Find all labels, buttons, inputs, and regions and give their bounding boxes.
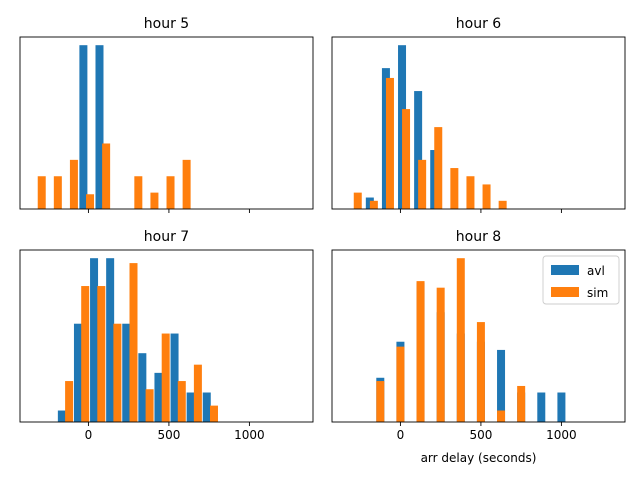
bar-sim — [129, 263, 138, 422]
legend-label-avl: avl — [587, 264, 605, 278]
bar-sim — [145, 389, 154, 422]
bar-sim — [402, 109, 411, 209]
axes-frame — [331, 36, 626, 210]
x-tick-label: 500 — [157, 428, 180, 442]
bar-avl — [106, 258, 115, 422]
bar-avl — [138, 353, 147, 422]
bar-sim — [37, 176, 46, 209]
bar-sim — [436, 287, 445, 422]
panel-1: hour 5 — [19, 16, 314, 213]
bar-sim — [376, 381, 385, 422]
bar-sim — [81, 286, 90, 422]
bar-avl — [122, 323, 131, 422]
panel-title: hour 8 — [456, 229, 501, 245]
panel-2: hour 6 — [331, 16, 626, 213]
panel-4: hour 8 0 500 1000 — [331, 229, 626, 442]
bar-sim — [450, 168, 459, 209]
bar-avl — [430, 150, 439, 209]
bar-sim — [177, 381, 186, 422]
bar-sim — [69, 159, 78, 209]
axes-frame — [331, 249, 626, 423]
bar-sim — [113, 323, 122, 422]
bar-sim — [396, 346, 405, 422]
bar-sim — [482, 184, 491, 209]
bar-sim — [353, 192, 362, 209]
bar-sim — [166, 176, 175, 209]
panel-3: hour 7 0 500 1000 — [19, 229, 314, 442]
bar-avl — [79, 45, 88, 209]
panel-title: hour 7 — [144, 229, 189, 245]
bar-sim — [53, 176, 62, 209]
bar-sim — [97, 286, 106, 422]
bar-avl — [186, 392, 195, 422]
bar-avl — [414, 91, 423, 209]
bar-sim — [369, 200, 378, 209]
bar-sim — [134, 176, 143, 209]
bar-avl — [170, 333, 179, 422]
x-axis-label: arr delay (seconds) — [421, 451, 537, 465]
bar-sim — [150, 192, 159, 209]
bar-sim — [102, 143, 111, 209]
bar-sim — [476, 322, 485, 422]
bar-avl — [398, 45, 407, 209]
bar-avl — [73, 323, 82, 422]
axes-frame — [19, 249, 314, 423]
legend-label-sim: sim — [587, 286, 608, 300]
bar-sim — [517, 385, 526, 422]
x-tick-label: 1000 — [546, 428, 577, 442]
bar-sim — [182, 159, 191, 209]
bar-avl — [497, 349, 506, 422]
legend: avl sim — [542, 255, 620, 305]
axes-frame — [19, 36, 314, 210]
legend-swatch-sim — [551, 287, 579, 297]
legend-swatch-avl — [551, 265, 579, 275]
x-tick-label: 0 — [397, 428, 405, 442]
bar-sim — [193, 364, 202, 422]
bar-avl — [90, 258, 99, 422]
bar-avl — [381, 68, 390, 210]
bar-avl — [537, 392, 546, 422]
bar-avl — [557, 392, 566, 422]
bar-avl — [154, 372, 163, 422]
bar-sim — [456, 258, 465, 422]
bar-sim — [497, 410, 506, 422]
bar-avl — [365, 197, 374, 209]
x-tick-label: 1000 — [234, 428, 265, 442]
bar-avl — [202, 392, 211, 422]
bar-sim — [385, 77, 394, 209]
bar-avl — [95, 45, 104, 209]
bar-sim — [434, 127, 443, 209]
bar-sim — [209, 405, 218, 422]
bar-sim — [466, 176, 475, 209]
bar-sim — [65, 381, 74, 422]
bar-sim — [161, 333, 170, 422]
bar-sim — [498, 200, 507, 209]
x-tick-label: 500 — [469, 428, 492, 442]
panel-title: hour 6 — [456, 16, 502, 32]
bar-sim — [416, 281, 425, 422]
x-tick-label: 0 — [85, 428, 93, 442]
bar-sim — [86, 194, 95, 209]
panel-title: hour 5 — [144, 16, 189, 32]
bar-avl — [57, 410, 66, 422]
bar-sim — [418, 159, 427, 209]
